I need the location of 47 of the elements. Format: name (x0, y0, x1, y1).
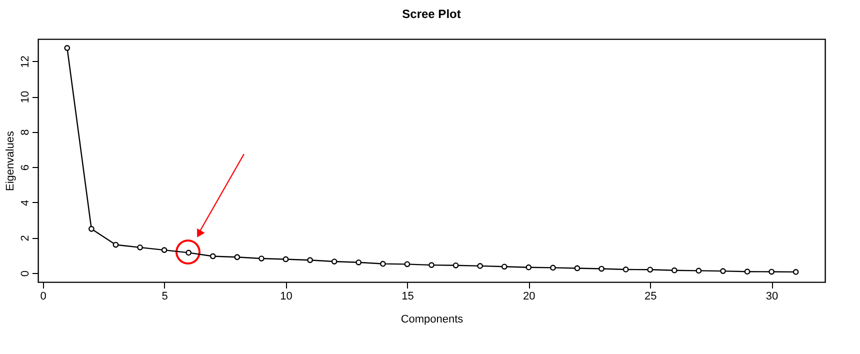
point (768, 268, 775, 275)
point (307, 257, 313, 264)
point (331, 258, 338, 264)
point (234, 254, 240, 260)
point (792, 269, 799, 275)
y-tick-label: 4 (20, 200, 32, 206)
point (550, 264, 556, 271)
x-tick-label: 10 (280, 290, 292, 302)
point (720, 268, 726, 274)
point (137, 244, 143, 250)
y-tick-label: 8 (20, 129, 32, 136)
point (258, 256, 264, 262)
point (88, 226, 94, 232)
y-tick-label: 12 (20, 56, 32, 68)
point (161, 247, 168, 253)
point (501, 264, 508, 270)
point (696, 268, 702, 274)
y-tick-label: 0 (20, 270, 32, 277)
point (598, 266, 604, 272)
x-axis-title: Components (400, 314, 464, 326)
point (622, 266, 629, 272)
x-tick-label: 5 (162, 290, 168, 302)
point (210, 253, 216, 260)
y-axis-title: Eigenvalues (4, 130, 16, 191)
x-tick-label: 0 (40, 290, 46, 302)
x-tick-label: 25 (644, 290, 657, 302)
point (356, 259, 362, 266)
chart-title: Scree Plot (402, 7, 461, 21)
point (744, 268, 750, 275)
point (574, 265, 580, 272)
point (380, 260, 386, 267)
x-tick-label: 20 (523, 290, 536, 302)
point (647, 266, 654, 273)
x-tick-label: 30 (766, 290, 778, 302)
x-tick-label: 15 (402, 290, 414, 302)
point (112, 242, 119, 248)
point (428, 262, 434, 268)
point (526, 264, 532, 270)
y-tick-label: 6 (20, 164, 32, 171)
y-tick-label: 10 (20, 90, 32, 104)
point (452, 262, 459, 268)
y-tick-label: 2 (20, 235, 32, 242)
point (282, 256, 289, 262)
point (671, 267, 678, 274)
point (477, 263, 484, 269)
point (404, 261, 410, 268)
point (64, 45, 70, 51)
